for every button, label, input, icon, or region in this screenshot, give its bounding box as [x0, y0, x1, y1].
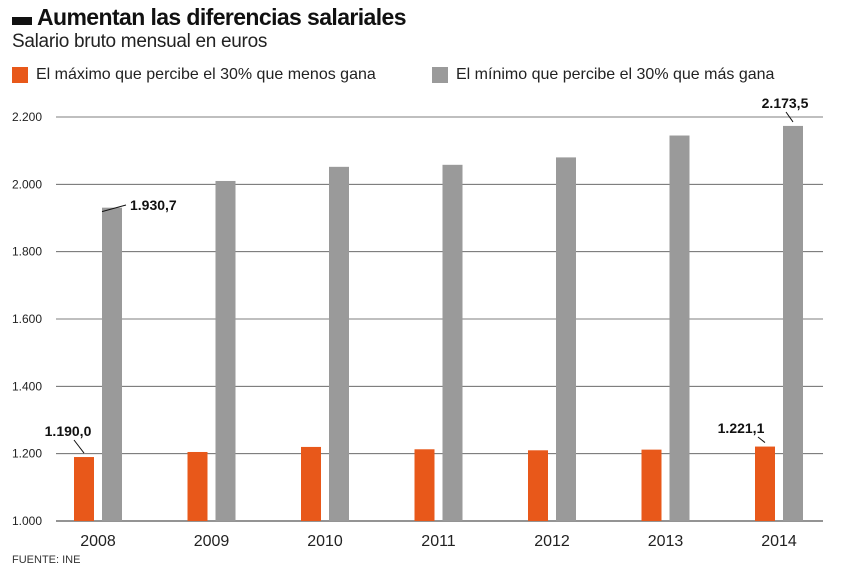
y-tick-label: 1.600 — [12, 312, 42, 326]
bar-series-1-2014 — [755, 446, 775, 521]
annotation-leader-line — [785, 111, 794, 123]
x-tick-label: 2012 — [534, 533, 570, 550]
chart-subtitle: Salario bruto mensual en euros — [12, 31, 268, 52]
bar-series-1-2013 — [641, 449, 662, 521]
y-tick-label: 2.000 — [12, 177, 42, 191]
bar-series-2-2012 — [556, 157, 576, 521]
source-note: FUENTE: INE — [12, 554, 81, 566]
title-row: Aumentan las diferencias salariales — [12, 4, 407, 31]
legend-label-series-2: El mínimo que percibe el 30% que más gan… — [456, 66, 775, 83]
legend-swatch-grey — [432, 67, 448, 83]
bar-series-1-2010 — [301, 446, 321, 521]
bar-series-1-2009 — [187, 451, 208, 521]
annotation-leader-line — [101, 204, 127, 213]
title-bar-icon — [12, 16, 32, 25]
x-tick-label: 2010 — [307, 533, 343, 550]
annotation-leader-line — [757, 436, 766, 443]
legend-item-series-1: El máximo que percibe el 30% que menos g… — [12, 66, 376, 84]
chart-title: Aumentan las diferencias salariales — [37, 4, 407, 30]
annotation-leader-line — [73, 439, 85, 454]
bar-series-1-2012 — [528, 450, 548, 521]
y-tick-label: 1.800 — [12, 245, 42, 259]
x-tick-label: 2013 — [648, 533, 684, 550]
x-tick-label: 2014 — [761, 533, 797, 550]
bar-series-2-2008 — [102, 207, 122, 521]
legend-item-series-2: El mínimo que percibe el 30% que más gan… — [432, 66, 774, 84]
bar-series-2-2009 — [215, 180, 236, 521]
y-tick-label: 1.200 — [12, 447, 42, 461]
data-label: 1.930,7 — [130, 197, 177, 213]
legend-swatch-orange — [12, 67, 28, 83]
x-tick-label: 2011 — [421, 533, 456, 550]
y-tick-label: 2.200 — [12, 110, 42, 124]
y-tick-label: 1.400 — [12, 379, 42, 393]
y-tick-label: 1.000 — [12, 514, 42, 528]
legend-label-series-1: El máximo que percibe el 30% que menos g… — [36, 66, 376, 83]
bar-series-1-2008 — [74, 457, 94, 521]
bar-series-2-2013 — [669, 135, 690, 521]
bar-series-1-2011 — [414, 449, 435, 521]
x-tick-label: 2008 — [80, 533, 116, 550]
bar-series-2-2014 — [783, 125, 803, 522]
bar-series-2-2011 — [442, 164, 463, 521]
x-tick-label: 2009 — [194, 533, 230, 550]
data-label: 1.190,0 — [45, 423, 92, 439]
data-label: 1.221,1 — [718, 420, 765, 436]
bar-series-2-2010 — [329, 166, 349, 521]
data-label: 2.173,5 — [762, 95, 809, 111]
